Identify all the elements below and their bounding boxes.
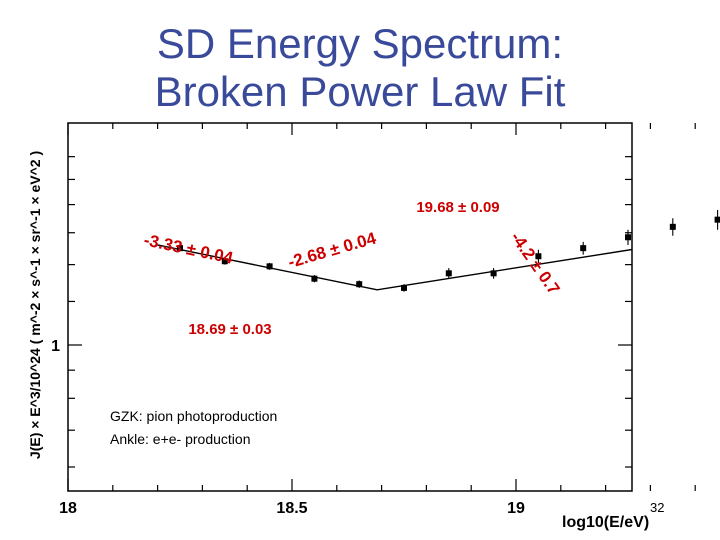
- title-line-1: SD Energy Spectrum:: [156, 20, 564, 67]
- data-point: [669, 223, 676, 230]
- annotation-ankle-break: 18.69 ± 0.03: [188, 321, 271, 338]
- data-point: [625, 234, 631, 241]
- data-point: [311, 275, 318, 282]
- x-tick-label: 18: [59, 500, 77, 517]
- data-point: [535, 253, 542, 260]
- annotation-gzk-break: 19.68 ± 0.09: [416, 199, 499, 216]
- annotation-slope-low: -3.33 ± 0.04: [142, 230, 235, 268]
- x-tick-label: 18.5: [276, 500, 307, 517]
- annotation-slope-high: -4.2 ± 0.7: [507, 228, 564, 298]
- data-point: [490, 270, 497, 277]
- data-point: [445, 270, 452, 277]
- x-axis-label: log10(E/eV): [562, 514, 649, 531]
- title-line-2: Broken Power Law Fit: [154, 68, 566, 115]
- data-point: [177, 245, 183, 252]
- fit-line: [157, 244, 632, 291]
- data-point: [401, 284, 407, 291]
- x-tick-label: 19: [507, 500, 525, 517]
- data-point: [580, 245, 587, 252]
- data-point: [266, 263, 273, 270]
- note-gzk: GZK: pion photoproduction: [110, 408, 277, 424]
- data-point: [356, 281, 363, 288]
- plot-frame: [67, 122, 633, 492]
- annotation-slope-mid: -2.68 ± 0.04: [286, 228, 379, 271]
- y-axis-label: J(E) × E^3/10^24 ( m^-2 × s^-1 × sr^-1 ×…: [27, 151, 43, 459]
- y-tick-label: 1: [51, 338, 60, 355]
- data-point: [221, 258, 228, 265]
- note-ankle: Ankle: e+e- production: [110, 431, 250, 447]
- data-point: [714, 216, 720, 223]
- slide-number: 32: [650, 500, 665, 515]
- slide-title: SD Energy Spectrum: Broken Power Law Fit: [0, 20, 720, 116]
